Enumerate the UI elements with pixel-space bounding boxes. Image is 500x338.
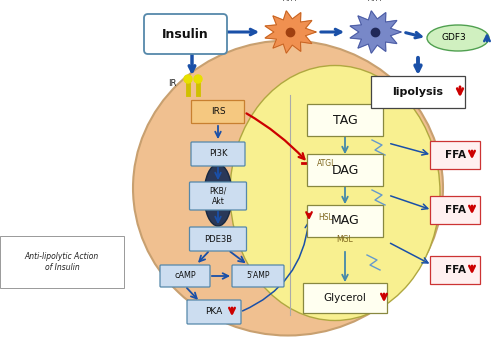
FancyBboxPatch shape [430, 256, 480, 284]
Circle shape [184, 75, 192, 83]
FancyBboxPatch shape [307, 205, 383, 237]
FancyBboxPatch shape [307, 154, 383, 186]
Text: FFA: FFA [444, 265, 466, 275]
FancyBboxPatch shape [187, 300, 241, 324]
FancyBboxPatch shape [0, 236, 124, 288]
FancyBboxPatch shape [371, 76, 465, 108]
Circle shape [194, 75, 202, 83]
Text: Glycerol: Glycerol [324, 293, 366, 303]
Ellipse shape [427, 25, 489, 51]
Polygon shape [265, 11, 316, 53]
Text: PKB/
Akt: PKB/ Akt [210, 186, 226, 206]
Polygon shape [350, 11, 401, 53]
Text: PKA: PKA [206, 308, 222, 316]
Ellipse shape [230, 66, 440, 320]
Text: DAG: DAG [332, 164, 358, 176]
Text: Anti-lipolytic Action
of Insulin: Anti-lipolytic Action of Insulin [25, 252, 99, 272]
FancyBboxPatch shape [232, 265, 284, 287]
FancyBboxPatch shape [430, 196, 480, 224]
FancyBboxPatch shape [430, 141, 480, 169]
Text: MAG: MAG [330, 215, 360, 227]
Ellipse shape [204, 164, 232, 226]
Text: cAMP: cAMP [174, 271, 196, 281]
FancyBboxPatch shape [190, 227, 246, 251]
FancyBboxPatch shape [191, 142, 245, 166]
Text: FFA: FFA [444, 205, 466, 215]
Text: TAG: TAG [332, 114, 357, 126]
FancyBboxPatch shape [144, 14, 227, 54]
FancyBboxPatch shape [303, 283, 387, 313]
Text: IRS: IRS [210, 107, 226, 117]
Ellipse shape [133, 41, 443, 336]
FancyBboxPatch shape [160, 265, 210, 287]
Text: CD11c-
ATM: CD11c- ATM [278, 0, 302, 2]
Text: CD11c+
ATM: CD11c+ ATM [360, 0, 390, 2]
Text: MGL: MGL [336, 236, 353, 244]
Text: 5'AMP: 5'AMP [246, 271, 270, 281]
Text: HSL: HSL [318, 214, 333, 222]
Text: FFA: FFA [444, 150, 466, 160]
Text: PDE3B: PDE3B [204, 235, 232, 243]
Text: PI3K: PI3K [209, 149, 227, 159]
FancyBboxPatch shape [190, 182, 246, 210]
FancyBboxPatch shape [307, 104, 383, 136]
Text: IR: IR [168, 78, 176, 88]
Text: ATGL: ATGL [317, 159, 336, 168]
Text: lipolysis: lipolysis [392, 87, 444, 97]
Text: GDF3: GDF3 [442, 33, 466, 43]
FancyBboxPatch shape [192, 100, 244, 123]
Text: Insulin: Insulin [162, 27, 208, 41]
